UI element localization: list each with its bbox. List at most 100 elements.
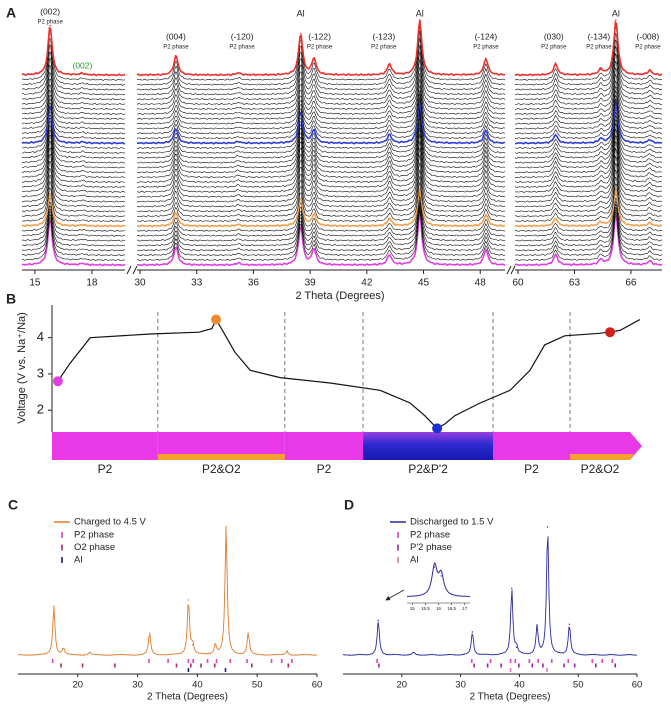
scan-trace (21, 44, 126, 91)
scan-trace (514, 192, 663, 232)
scan-trace (137, 44, 506, 96)
scan-trace (21, 125, 126, 174)
phase-arrow-tip (630, 432, 642, 460)
peak-apex (62, 647, 65, 650)
x-axis-title: 2 Theta (Degrees) (470, 692, 551, 703)
scan-trace (136, 117, 506, 174)
peak-apex (511, 587, 513, 590)
peak-apex (648, 69, 651, 72)
scan-trace (136, 58, 505, 106)
inset-peak-apex (440, 575, 442, 577)
scan-trace (136, 37, 506, 91)
axis-break (510, 265, 516, 275)
x-tick-label: 33 (191, 278, 203, 289)
scan-trace (514, 102, 663, 149)
scan-trace (514, 162, 663, 208)
scan-trace (514, 114, 663, 169)
legend-label: Charged to 4.5 V (74, 517, 146, 528)
panel-label: B (6, 291, 16, 307)
state-marker (211, 314, 222, 325)
scan-trace (136, 133, 506, 188)
scan-trace (514, 140, 663, 193)
scan-trace (514, 39, 663, 91)
scan-trace (21, 213, 126, 257)
scan-trace (21, 58, 126, 101)
scan-trace (21, 72, 125, 111)
scan-trace (514, 67, 662, 111)
legend-label: Discharged to 1.5 V (410, 517, 494, 528)
scan-trace (514, 147, 663, 198)
al-label: Al (297, 8, 305, 18)
scan-trace (21, 89, 126, 125)
x-axis-title: 2 Theta (Degrees) (295, 290, 384, 302)
phase-strip (157, 454, 285, 460)
panel-label: C (8, 497, 18, 513)
scan-trace (514, 25, 663, 81)
scan-trace (21, 181, 126, 218)
xrd-pattern (342, 536, 638, 657)
peak-phase-label: P2 phase (37, 20, 63, 26)
scan-trace (136, 110, 506, 164)
x-tick-label: 20 (73, 680, 84, 691)
x-tick-label: 42 (361, 278, 373, 289)
phase-band (284, 432, 364, 460)
al-label: Al (612, 8, 620, 18)
peak-apex (175, 54, 177, 57)
peak-label: (002) (73, 60, 93, 70)
scan-trace (21, 209, 126, 247)
axis-break (126, 265, 132, 275)
inset-tick-label: 16.5 (447, 606, 456, 611)
scan-trace (515, 201, 663, 242)
phase-band (52, 432, 158, 460)
peak-apex (89, 651, 91, 654)
scan-trace (21, 187, 126, 223)
scan-trace (514, 32, 663, 86)
panel-label: A (6, 5, 16, 21)
scan-trace (514, 110, 663, 164)
peak-apex (546, 526, 549, 528)
peak-phase-label: P2 phase (473, 45, 499, 51)
x-tick-label: 50 (252, 680, 263, 691)
scan-trace (514, 73, 663, 115)
phase-label: P2 (317, 462, 332, 476)
peak-label: (-124) (475, 31, 498, 41)
x-tick-label: 39 (305, 278, 317, 289)
inset-pattern (407, 562, 470, 597)
peak-apex (418, 19, 421, 21)
x-tick-label: 40 (192, 680, 203, 691)
scan-trace (514, 206, 663, 252)
x-tick-label: 20 (397, 680, 408, 691)
peak-apex (53, 605, 55, 608)
peak-label: (-134) (588, 31, 611, 41)
x-tick-label: 30 (455, 680, 466, 691)
peak-label: (-122) (308, 31, 331, 41)
phase-arrow-tip-strip (630, 454, 635, 460)
scan-trace (514, 85, 663, 125)
peak-apex (536, 626, 538, 628)
highlight-trace (21, 26, 126, 77)
scan-trace (514, 98, 663, 140)
voltage-curve (57, 318, 641, 430)
scan-trace (136, 169, 505, 213)
x-axis-title: 2 Theta (Degrees) (147, 692, 228, 703)
peak-phase-label: P2 phase (307, 45, 333, 51)
scan-trace (514, 106, 662, 154)
scan-trace (136, 204, 506, 252)
scan-trace (136, 78, 506, 120)
scan-trace (21, 64, 125, 106)
scan-trace (21, 168, 126, 208)
phase-label: P2&O2 (202, 462, 241, 476)
scan-trace (21, 117, 126, 164)
peak-phase-label: P2 phase (586, 45, 612, 51)
scan-trace (514, 211, 662, 261)
peak-apex (237, 72, 240, 74)
legend-label: Al (74, 555, 82, 566)
scan-trace (21, 161, 126, 203)
scan-trace (21, 134, 126, 184)
peak-phase-label: P2 phase (371, 45, 397, 51)
scan-trace (136, 200, 506, 242)
scan-trace (514, 197, 663, 237)
scan-trace (514, 45, 663, 96)
peak-apex (49, 24, 51, 27)
